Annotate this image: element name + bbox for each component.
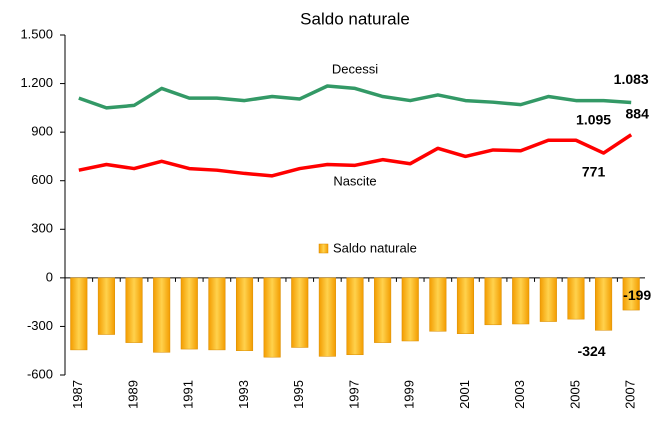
line [78, 133, 633, 178]
bar [622, 277, 640, 311]
x-tick-label: 1989 [125, 380, 140, 409]
x-tick-label: 2007 [623, 380, 638, 409]
data-label: 884 [626, 105, 650, 121]
x-tick-label: 1993 [236, 380, 251, 409]
bar [263, 277, 281, 358]
bar [512, 277, 530, 325]
x-tick-label: 1991 [181, 380, 196, 409]
bar [401, 277, 419, 342]
y-tick-label: 0 [46, 269, 53, 284]
x-tick-label: 1995 [291, 380, 306, 409]
x-tick-label: 2003 [512, 380, 527, 409]
line-label: Decessi [332, 61, 378, 76]
data-label: 1.095 [576, 111, 611, 127]
x-tick-label: 1999 [402, 380, 417, 409]
chart-title: Saldo naturale [300, 9, 410, 28]
bar [153, 277, 171, 353]
line-label: Nascite [333, 173, 376, 188]
bar [291, 277, 309, 348]
bar [318, 277, 336, 357]
y-tick-label: 300 [31, 221, 53, 236]
bar [208, 277, 226, 351]
legend-swatch [318, 243, 329, 254]
data-label: -324 [578, 343, 606, 359]
y-tick-label: 1.200 [20, 75, 53, 90]
bar [70, 277, 88, 351]
x-tick-label: 2001 [457, 380, 472, 409]
bar [97, 277, 115, 335]
bar [595, 277, 613, 331]
x-tick-label: 1997 [346, 380, 361, 409]
bar [180, 277, 198, 350]
y-tick-label: 900 [31, 124, 53, 139]
x-tick-label: 2005 [567, 380, 582, 409]
data-label: 771 [582, 164, 606, 180]
line [78, 84, 632, 110]
bar [484, 277, 502, 326]
bar [125, 277, 143, 343]
y-tick-label: 1.500 [20, 26, 53, 41]
bar [539, 277, 557, 322]
y-tick-label: 600 [31, 172, 53, 187]
bar [429, 277, 447, 332]
x-tick-label: 1987 [70, 380, 85, 409]
data-label: 1.083 [614, 71, 649, 87]
data-label: -199 [623, 287, 651, 303]
bar [567, 277, 585, 320]
bar [346, 277, 364, 356]
bar [456, 277, 475, 334]
bar [235, 277, 254, 351]
y-tick-label: -600 [27, 366, 53, 381]
legend-label: Saldo naturale [333, 240, 417, 255]
bar [374, 277, 392, 343]
y-tick-label: -300 [27, 318, 53, 333]
